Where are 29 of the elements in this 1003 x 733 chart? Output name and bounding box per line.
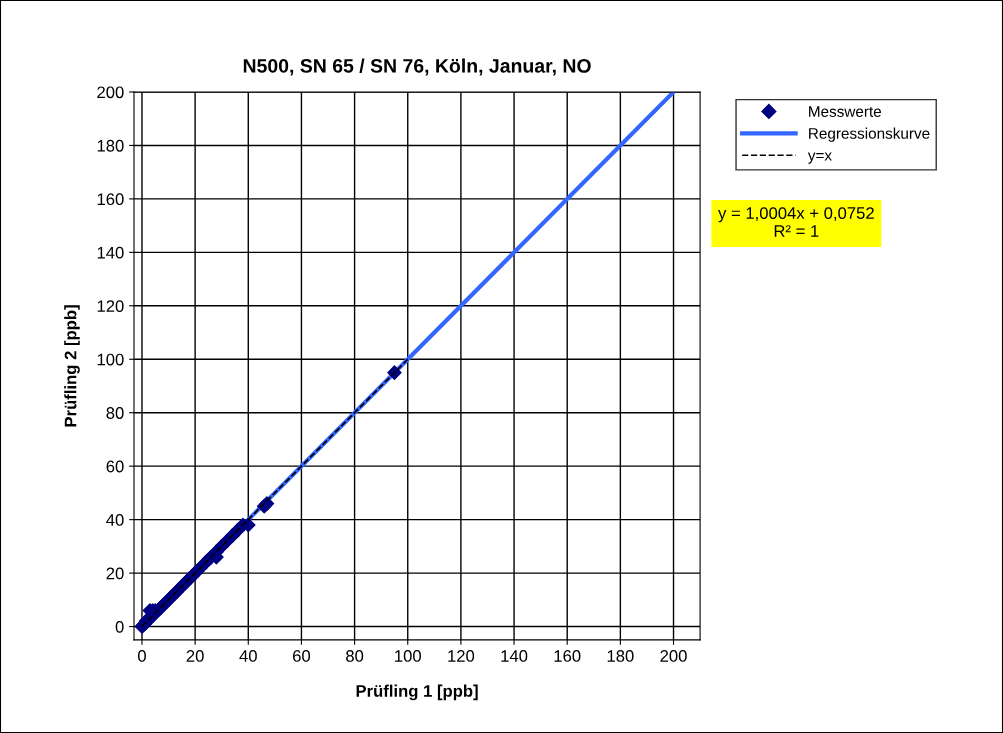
y-tick-label: 200 [97,86,124,99]
y-tick-label: 140 [97,246,124,259]
x-axis-title: Prüfling 1 [ppb] [356,684,478,701]
x-tick-label: 80 [346,650,364,662]
x-tick-label: 200 [660,650,687,662]
legend-label: Messwerte [809,106,882,117]
x-tick-label: 60 [293,650,311,662]
chart-title: N500, SN 65 / SN 76, Köln, Januar, NO [243,58,591,76]
legend-label: y=x [807,152,832,164]
y-tick-label: 20 [106,567,124,580]
y-tick-label: 100 [97,353,124,366]
y-tick-label: 120 [97,300,124,313]
x-tick-label: 40 [239,650,257,662]
x-tick-label: 140 [501,650,528,662]
x-tick-label: 180 [607,650,634,662]
legend-label: Regressionskurve [809,127,930,142]
x-tick-label: 160 [554,650,581,662]
y-tick-label: 60 [106,460,124,473]
y-tick-label: 180 [97,139,124,152]
y-tick-label: 40 [106,514,124,526]
x-tick-label: 120 [448,650,475,662]
y-tick-label: 80 [106,407,124,419]
y-axis-title: Prüfling 2 [ppb] [64,305,80,427]
y-tick-label: 0 [115,620,124,633]
y-tick-label: 160 [97,193,124,206]
text: y = 1,0004x + 0,0752 R² = 1 [718,207,874,237]
x-tick-label: 20 [186,650,204,662]
x-tick-label: 0 [137,650,146,662]
x-tick-label: 100 [395,650,421,662]
